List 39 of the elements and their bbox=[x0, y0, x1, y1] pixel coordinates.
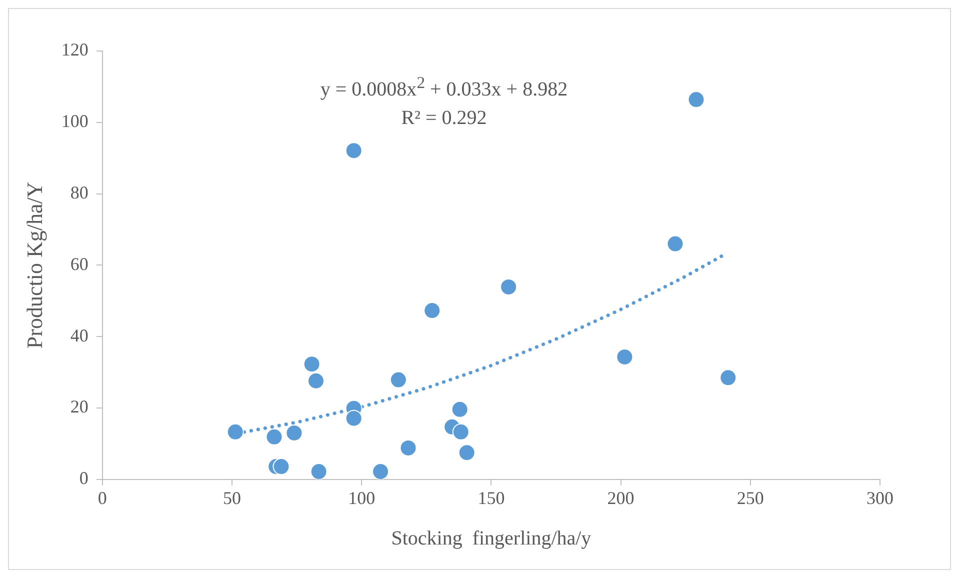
point bbox=[310, 463, 328, 480]
point bbox=[666, 235, 684, 252]
y-tick-label: 100 bbox=[61, 111, 88, 132]
point bbox=[451, 400, 468, 418]
x-tick-label: 300 bbox=[866, 488, 894, 508]
point bbox=[307, 372, 324, 390]
point bbox=[616, 348, 634, 366]
point bbox=[400, 439, 417, 456]
point bbox=[500, 278, 518, 296]
x-tick-label: 150 bbox=[478, 488, 505, 508]
point bbox=[720, 369, 737, 386]
point bbox=[390, 371, 407, 388]
point bbox=[688, 91, 705, 108]
point bbox=[452, 423, 470, 440]
point bbox=[286, 424, 303, 442]
point bbox=[345, 410, 362, 427]
x-axis-title: Stocking fingerling/ha/y bbox=[391, 527, 592, 550]
y-tick-label: 120 bbox=[61, 40, 88, 60]
point bbox=[226, 423, 244, 440]
x-tick-label: 50 bbox=[223, 488, 241, 508]
point bbox=[372, 463, 390, 480]
x-tick-label: 250 bbox=[736, 488, 764, 508]
point bbox=[272, 458, 290, 476]
x-tick-label: 200 bbox=[607, 488, 634, 508]
point bbox=[345, 142, 362, 160]
y-axis-title: Productio Kg/ha/Y bbox=[22, 182, 47, 349]
x-tick-label: 100 bbox=[348, 488, 376, 508]
point bbox=[303, 356, 320, 373]
annotation: y = 0.0008x$^{2}$ + 0.033x + 8.982 bbox=[319, 72, 569, 103]
annotation: R² = 0.292 bbox=[400, 106, 488, 131]
x-tick-label: 0 bbox=[98, 488, 107, 508]
y-tick-label: 20 bbox=[70, 396, 88, 417]
point bbox=[266, 428, 283, 446]
y-tick-label: 80 bbox=[70, 182, 88, 203]
y-tick-label: 40 bbox=[70, 325, 88, 346]
point bbox=[458, 444, 476, 462]
y-tick-label: 60 bbox=[70, 254, 88, 274]
y-tick-label: 0 bbox=[79, 468, 88, 488]
point bbox=[424, 302, 441, 320]
